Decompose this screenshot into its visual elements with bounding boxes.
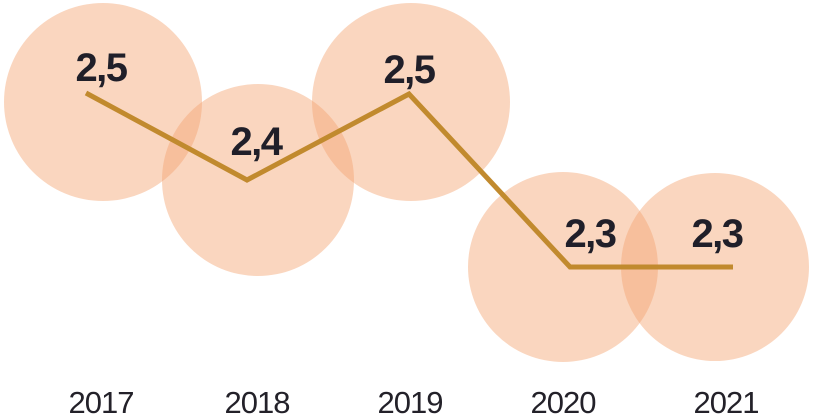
value-label-2019: 2,5	[383, 48, 435, 92]
x-axis-label-2020: 2020	[531, 385, 597, 415]
bubble-marker-2018	[162, 84, 354, 276]
trend-line	[84, 90, 733, 270]
value-label-2017: 2,5	[75, 46, 127, 90]
value-label-2020: 2,3	[564, 212, 615, 256]
x-axis-label-2018: 2018	[225, 385, 290, 415]
x-axis-label-2021: 2021	[694, 385, 759, 415]
x-axis-label-2017: 2017	[69, 385, 134, 415]
value-label-2021: 2,3	[691, 212, 742, 256]
value-label-2018: 2,4	[230, 120, 283, 164]
x-axis-label-2019: 2019	[378, 385, 443, 415]
bubble-marker-2020	[468, 172, 658, 362]
